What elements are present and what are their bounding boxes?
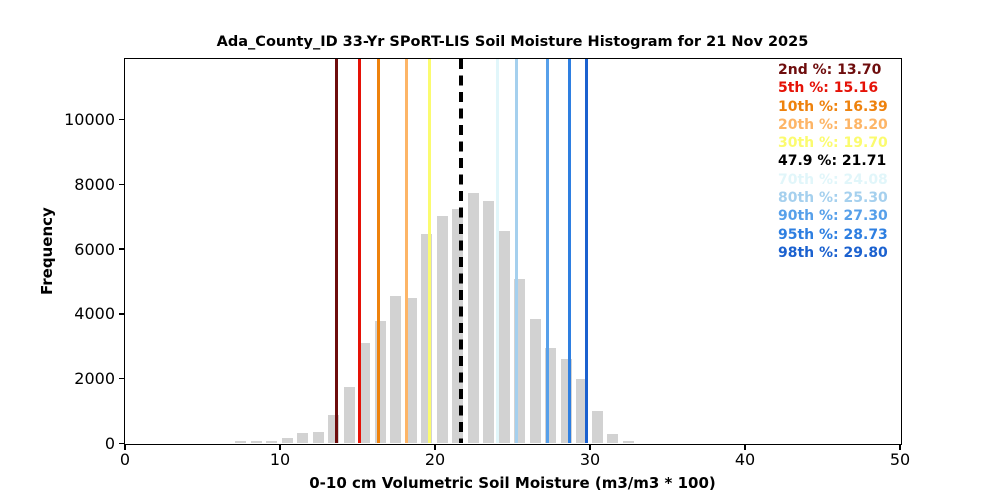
- histogram-bar: [514, 279, 526, 443]
- histogram-bar: [467, 192, 479, 443]
- y-tick-label: 8000: [74, 174, 115, 194]
- x-tick-mark: [589, 445, 591, 450]
- histogram-bar: [359, 342, 371, 443]
- histogram-bar: [545, 348, 557, 443]
- legend-entry-98th: 98th %: 29.80: [778, 244, 888, 261]
- histogram-bar: [390, 296, 402, 443]
- histogram-bar: [297, 433, 309, 443]
- y-tick-label: 0: [104, 434, 115, 453]
- y-tick-mark: [118, 313, 124, 315]
- legend-entry-2nd: 2nd %: 13.70: [778, 62, 882, 78]
- x-tick-label: 10: [269, 450, 291, 469]
- legend-entry-80th: 80th %: 25.30: [778, 190, 888, 207]
- histogram-bar: [436, 216, 448, 443]
- x-tick-label: 50: [889, 450, 911, 469]
- histogram-bar: [498, 230, 510, 443]
- histogram-bar: [529, 319, 541, 443]
- percentile-line-98th: [584, 59, 588, 443]
- legend-entry-95th: 95th %: 28.73: [778, 226, 888, 243]
- y-tick-mark: [118, 118, 124, 121]
- histogram-bar: [250, 441, 262, 443]
- x-tick-label: 20: [424, 450, 446, 469]
- y-tick-mark: [118, 248, 124, 250]
- percentile-line-20th: [405, 59, 409, 443]
- histogram-bar: [576, 379, 588, 443]
- chart-title: Ada_County_ID 33-Yr SPoRT-LIS Soil Moist…: [216, 34, 809, 50]
- percentile-line-90th: [546, 59, 550, 443]
- percentile-line-47.9: [459, 59, 463, 443]
- percentile-line-95th: [568, 59, 572, 443]
- histogram-bar: [235, 441, 247, 443]
- y-tick-mark: [118, 442, 124, 445]
- x-tick-mark: [124, 445, 126, 450]
- x-tick-mark: [434, 445, 436, 450]
- percentile-line-10th: [377, 59, 381, 443]
- percentile-line-30th: [428, 59, 432, 443]
- x-tick-label: 30: [579, 450, 601, 469]
- histogram-bar: [312, 431, 324, 443]
- histogram-bar: [452, 209, 464, 443]
- percentile-line-70th: [496, 59, 500, 443]
- x-tick-label: 0: [119, 450, 131, 469]
- y-tick-mark: [118, 183, 124, 185]
- histogram-bar: [591, 410, 603, 443]
- y-tick-label: 2000: [74, 369, 115, 389]
- x-tick-mark: [279, 445, 281, 450]
- y-tick-mark: [118, 377, 124, 380]
- histogram-bar: [560, 358, 572, 443]
- y-tick-label: 6000: [74, 239, 115, 259]
- histogram-bar: [343, 386, 355, 443]
- histogram-bar: [421, 233, 433, 443]
- plot-area: [123, 58, 902, 445]
- legend-entry-30th: 30th %: 19.70: [778, 135, 888, 152]
- histogram-bar: [607, 433, 619, 443]
- histogram-bar: [281, 438, 293, 443]
- legend-entry-70th: 70th %: 24.08: [778, 171, 888, 188]
- percentile-line-5th: [357, 59, 361, 443]
- histogram-bar: [266, 441, 278, 443]
- percentile-legend: 2nd %: 13.70 5th %: 15.16 10th %: 16.39 20t…: [778, 61, 888, 262]
- x-axis-label: 0-10 cm Volumetric Soil Moisture (m3/m3 …: [309, 474, 716, 492]
- legend-entry-5th: 5th %: 15.16: [778, 80, 879, 97]
- legend-entry-47.9: 47.9 %: 21.71: [778, 153, 887, 170]
- x-tick-mark: [899, 445, 901, 450]
- histogram-bar: [405, 298, 417, 443]
- y-tick-label: 4000: [74, 304, 115, 324]
- legend-entry-10th: 10th %: 16.39: [778, 98, 888, 115]
- legend-entry-20th: 20th %: 18.20: [778, 116, 888, 133]
- y-tick-label: 10000: [64, 109, 115, 129]
- x-tick-mark: [744, 445, 746, 450]
- x-tick-label: 40: [734, 450, 756, 469]
- percentile-line-2nd: [335, 59, 339, 443]
- legend-entry-90th: 90th %: 27.30: [778, 208, 888, 225]
- histogram-bar: [374, 320, 386, 443]
- histogram-bar: [328, 415, 340, 443]
- histogram-bar: [483, 201, 495, 443]
- percentile-line-80th: [515, 59, 519, 443]
- histogram-bar: [622, 440, 634, 443]
